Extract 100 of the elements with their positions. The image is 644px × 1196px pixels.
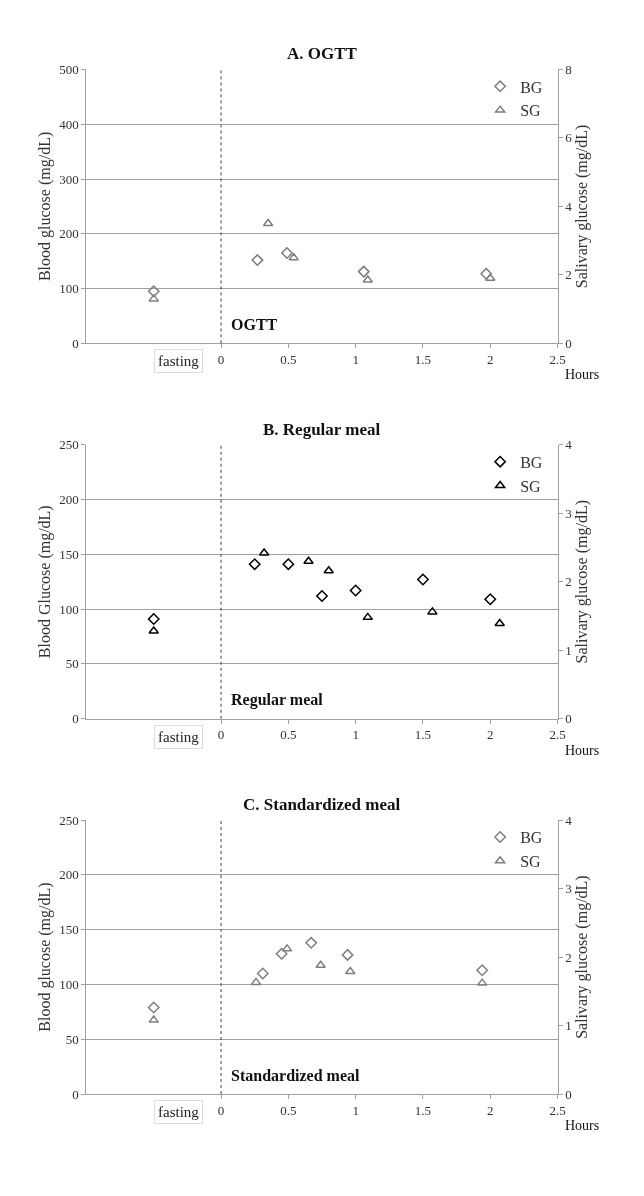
point xyxy=(256,967,269,980)
point xyxy=(250,977,262,986)
y2-tick-label: 0 xyxy=(565,711,572,727)
point xyxy=(357,265,370,278)
point xyxy=(305,936,318,949)
ref-line-label: Standardized meal xyxy=(231,1067,360,1084)
point xyxy=(316,590,328,602)
y2-axis-title: Salivary glucose (mg/dL) xyxy=(572,124,591,289)
chart-title: C. Standardized meal xyxy=(243,795,401,814)
text: fasting xyxy=(158,729,200,745)
y2-axis-title: Salivary glucose (mg/dL) xyxy=(572,875,591,1039)
point xyxy=(417,573,429,586)
point xyxy=(282,558,295,571)
y2-tick-label: 4 xyxy=(565,437,573,453)
chart-title: A. OGTT xyxy=(287,44,358,63)
x-tick-label: 0.5 xyxy=(280,352,297,367)
legend-label: SG xyxy=(520,853,542,871)
legend-label: BG xyxy=(520,78,543,96)
y-tick-label: 200 xyxy=(59,226,79,242)
point xyxy=(484,593,497,606)
point xyxy=(362,612,374,621)
y-tick-label: 200 xyxy=(59,867,79,883)
x-tick-label: 1 xyxy=(352,352,359,367)
y-tick-label: 300 xyxy=(59,171,79,187)
y2-tick-label: 6 xyxy=(565,130,573,146)
point xyxy=(344,966,356,975)
y-tick-label: 500 xyxy=(59,61,79,77)
y2-tick-label: 2 xyxy=(565,949,572,965)
x-tick-label: 1.5 xyxy=(414,352,432,367)
text: fasting xyxy=(158,353,200,369)
legend-label: SG xyxy=(520,477,542,495)
ref-line-label: Regular meal xyxy=(231,691,324,709)
point xyxy=(476,964,489,977)
point xyxy=(341,948,354,961)
text: fasting xyxy=(158,1104,200,1120)
y-tick-label: 250 xyxy=(59,437,79,453)
x-tick-label: 1.5 xyxy=(414,1102,432,1118)
point xyxy=(494,618,506,627)
x-tick-label: 2.5 xyxy=(549,1102,566,1118)
x-tick-label: 2 xyxy=(487,1102,494,1118)
y2-tick-label: 3 xyxy=(565,881,572,897)
x-tick-label: 0 xyxy=(217,1102,225,1118)
y-tick-label: 200 xyxy=(59,492,79,508)
point xyxy=(281,247,293,259)
y-tick-label: 150 xyxy=(59,922,79,938)
x-tick-label: 0 xyxy=(217,352,225,367)
x-axis-title: Hours xyxy=(565,743,600,758)
y-axis-title: Blood glucose (mg/dL) xyxy=(36,882,55,1032)
y-tick-label: 0 xyxy=(72,335,79,351)
y-tick-label: 50 xyxy=(65,656,79,672)
legend-label: SG xyxy=(520,102,542,120)
point xyxy=(303,556,314,564)
y2-tick-label: 8 xyxy=(565,61,572,77)
x-tick-label: 0.5 xyxy=(280,727,297,743)
y2-tick-label: 1 xyxy=(565,1018,572,1034)
point xyxy=(147,613,160,625)
x-tick-label: 1.5 xyxy=(414,727,432,743)
x-tick-label: 0.5 xyxy=(280,1102,297,1118)
x-tick-label: 1 xyxy=(352,727,359,743)
chart-title: B. Regular meal xyxy=(263,420,381,439)
y-tick-label: 0 xyxy=(72,1086,79,1102)
x-tick-label: 1 xyxy=(352,1102,359,1118)
y2-tick-label: 4 xyxy=(565,198,573,214)
point xyxy=(147,285,160,298)
point xyxy=(427,607,438,615)
x-tick-label: 2.5 xyxy=(549,727,566,743)
ref-line-label: OGTT xyxy=(231,316,278,333)
point xyxy=(275,947,288,960)
x-tick-label: 0 xyxy=(217,727,225,743)
y-tick-label: 0 xyxy=(72,711,79,727)
y2-tick-label: 0 xyxy=(565,1086,572,1102)
x-axis-title: Hours xyxy=(565,367,600,382)
point xyxy=(349,584,362,597)
point xyxy=(147,1001,160,1014)
y-tick-label: 150 xyxy=(59,546,79,562)
y-tick-label: 100 xyxy=(59,601,79,617)
y2-tick-label: 2 xyxy=(565,574,572,590)
y2-tick-label: 0 xyxy=(565,335,572,351)
y2-tick-label: 2 xyxy=(565,267,572,283)
y-tick-label: 250 xyxy=(59,812,79,828)
point xyxy=(480,267,493,280)
legend-label: BG xyxy=(520,453,543,471)
x-axis-title: Hours xyxy=(565,1118,600,1133)
legend-label: BG xyxy=(520,829,543,847)
y2-tick-label: 4 xyxy=(565,812,573,828)
y-tick-label: 100 xyxy=(59,281,79,297)
y-tick-label: 400 xyxy=(59,116,79,132)
point xyxy=(315,960,327,969)
x-tick-label: 2 xyxy=(487,727,494,743)
x-tick-label: 2 xyxy=(487,352,494,367)
y-axis-title: Blood Glucose (mg/dL) xyxy=(36,505,55,659)
y-axis-title: Blood glucose (mg/dL) xyxy=(36,131,55,282)
y2-axis-title: Salivary glucose (mg/dL) xyxy=(572,499,591,664)
y2-tick-label: 1 xyxy=(565,642,572,658)
y2-tick-label: 3 xyxy=(565,505,572,521)
point xyxy=(248,558,261,571)
point xyxy=(262,218,274,227)
y-tick-label: 50 xyxy=(65,1031,79,1047)
point xyxy=(484,273,496,282)
y-tick-label: 100 xyxy=(59,977,79,993)
